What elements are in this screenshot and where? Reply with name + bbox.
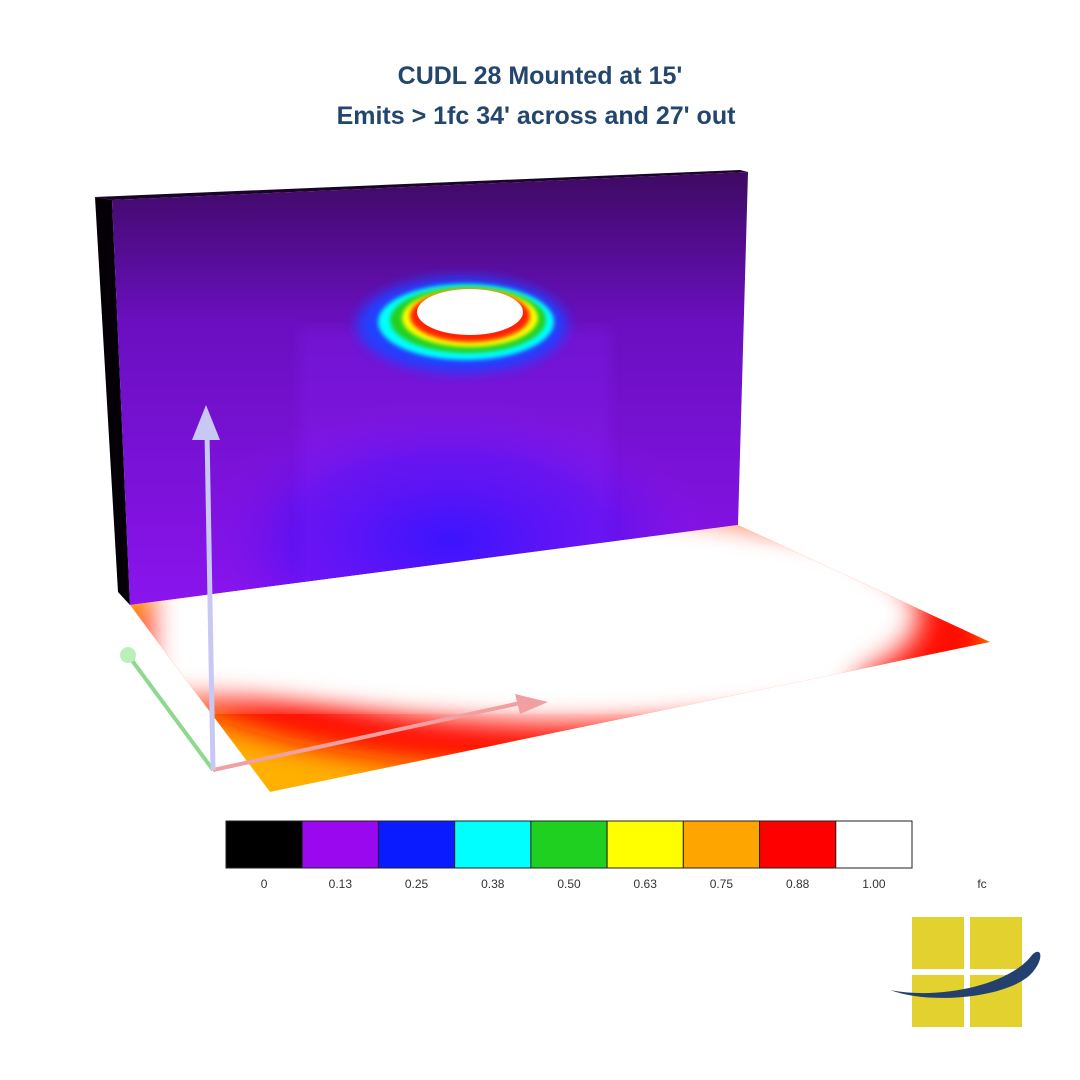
legend-swatch (759, 820, 837, 869)
title-line: Emits > 1fc 34' across and 27' out (337, 102, 737, 130)
legend-swatch (454, 820, 532, 869)
legend-label: 1.00 (862, 877, 886, 891)
scene (95, 170, 990, 792)
wall-side (95, 197, 130, 605)
legend-label: 0 (261, 877, 268, 891)
legend-label: 0.63 (634, 877, 658, 891)
legend-label: 0.88 (786, 877, 810, 891)
wall-top (95, 170, 748, 200)
legend-label: 0.50 (557, 877, 581, 891)
legend-swatch (301, 820, 379, 869)
legend-label: 0.75 (710, 877, 734, 891)
legend-label: 0.25 (405, 877, 429, 891)
legend-label: 0.13 (329, 877, 353, 891)
legend-unit: fc (977, 877, 986, 891)
legend-swatch (606, 820, 684, 869)
legend-swatch (682, 820, 761, 869)
title-line: CUDL 28 Mounted at 15' (398, 62, 683, 90)
legend-swatch (225, 820, 303, 869)
legend-swatch (530, 820, 608, 869)
legend-swatch (377, 820, 456, 869)
axes (120, 405, 548, 772)
wall-light (190, 277, 710, 605)
legend-label: 0.38 (481, 877, 505, 891)
logo (890, 917, 1041, 1027)
legend-swatch (835, 820, 913, 869)
color-legend: fc 0 0.13 0.25 0.38 0.50 0.63 0.75 0.88 1.00 (225, 820, 987, 891)
